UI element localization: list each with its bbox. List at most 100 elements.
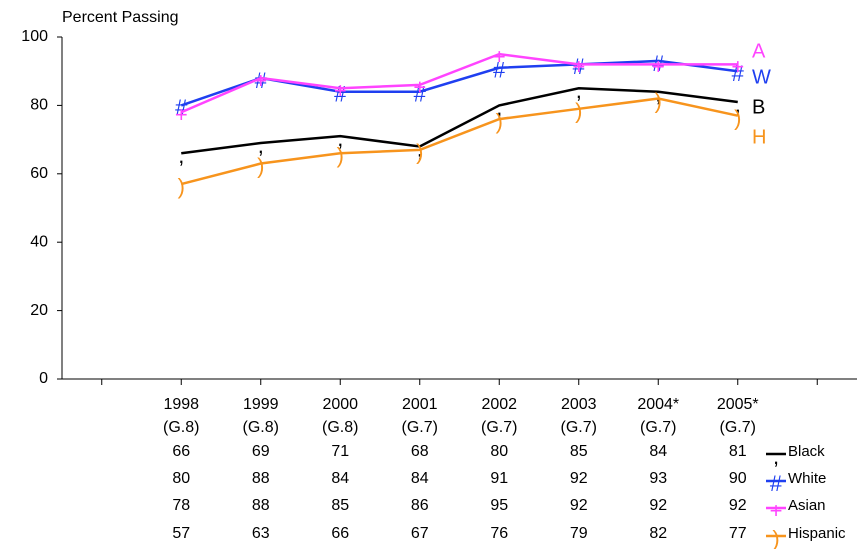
legend-label: Black [788, 443, 825, 460]
table-value: 82 [649, 525, 667, 542]
series-marker: ) [575, 99, 582, 124]
series-marker: # [732, 61, 745, 86]
series-marker: # [175, 95, 188, 120]
series-marker: + [334, 78, 347, 103]
series-line [180, 97, 739, 186]
x-tick-label: 1999 [243, 396, 279, 413]
series-marker: , [337, 126, 343, 151]
table-value: 71 [331, 443, 349, 460]
series-marker: ) [734, 105, 741, 130]
legend-label: White [788, 470, 826, 487]
x-tick-sublabel: (G.7) [402, 419, 438, 436]
table-value: 80 [490, 443, 508, 460]
table-value: 78 [172, 497, 190, 514]
series-marker: + [413, 75, 426, 100]
table-value: 91 [490, 470, 508, 487]
legend-label: Hispanic [788, 525, 846, 542]
series-marker: , [576, 78, 582, 103]
x-tick-sublabel: (G.7) [720, 419, 756, 436]
series-marker: # [255, 68, 268, 93]
table-value: 81 [729, 443, 747, 460]
series-marker: , [258, 133, 264, 158]
table-value: 93 [649, 470, 667, 487]
end-label: B [752, 96, 765, 118]
table-value: 88 [252, 497, 270, 514]
x-tick-sublabel: (G.8) [243, 419, 279, 436]
table-value: 66 [331, 525, 349, 542]
y-tick-label: 100 [21, 28, 48, 45]
table-value: 66 [172, 443, 190, 460]
y-axis-title: Percent Passing [62, 9, 179, 26]
table-value: 76 [490, 525, 508, 542]
series-marker: + [572, 54, 585, 79]
legend-marker: + [770, 498, 783, 523]
series-line [181, 87, 738, 155]
x-tick-label: 2003 [561, 396, 597, 413]
table-value: 85 [331, 497, 349, 514]
series-marker: , [655, 82, 661, 107]
series-marker: + [175, 102, 188, 127]
end-label: H [752, 126, 766, 148]
table-value: 63 [252, 525, 270, 542]
x-tick-sublabel: (G.7) [561, 419, 597, 436]
series-marker: ) [416, 140, 423, 165]
series-marker: , [735, 92, 741, 117]
legend-marker: , [773, 444, 779, 469]
x-tick-sublabel: (G.7) [640, 419, 676, 436]
end-label: W [752, 66, 771, 88]
table-value: 92 [570, 470, 588, 487]
series-marker: + [493, 44, 506, 69]
table-value: 84 [331, 470, 349, 487]
table-value: 84 [411, 470, 429, 487]
y-tick-label: 40 [30, 233, 48, 250]
x-tick-sublabel: (G.8) [163, 419, 199, 436]
series-marker: + [652, 54, 665, 79]
series-marker: # [414, 82, 427, 107]
table-value: 79 [570, 525, 588, 542]
table-value: 69 [252, 443, 270, 460]
table-value: 85 [570, 443, 588, 460]
series-marker: , [178, 143, 184, 168]
series-marker: , [496, 95, 502, 120]
x-tick-label: 1998 [163, 396, 199, 413]
series-marker: ) [257, 153, 264, 178]
series-marker: + [254, 68, 267, 93]
end-label: A [752, 40, 766, 62]
series-marker: ) [337, 143, 344, 168]
x-tick-sublabel: (G.8) [322, 419, 358, 436]
table-value: 92 [570, 497, 588, 514]
table-value: 84 [649, 443, 667, 460]
legend-marker: ) [772, 526, 779, 549]
series-line [180, 52, 738, 114]
x-tick-label: 2000 [322, 396, 358, 413]
table-value: 68 [411, 443, 429, 460]
table-value: 90 [729, 470, 747, 487]
y-tick-label: 60 [30, 165, 48, 182]
legend-label: Asian [788, 497, 826, 514]
table-value: 88 [252, 470, 270, 487]
x-tick-label: 2005* [717, 396, 759, 413]
series-marker: + [731, 54, 744, 79]
x-tick-label: 2004* [637, 396, 679, 413]
x-tick-label: 2002 [481, 396, 517, 413]
x-tick-label: 2001 [402, 396, 438, 413]
series-marker: ) [178, 174, 185, 199]
table-value: 92 [729, 497, 747, 514]
series-marker: # [573, 54, 586, 79]
table-value: 77 [729, 525, 747, 542]
series-marker: # [493, 58, 506, 83]
y-tick-label: 80 [30, 97, 48, 114]
table-value: 67 [411, 525, 429, 542]
table-value: 57 [172, 525, 190, 542]
table-value: 80 [172, 470, 190, 487]
series-marker: ) [496, 109, 503, 134]
y-tick-label: 0 [39, 370, 48, 387]
legend-marker: # [770, 471, 783, 496]
table-value: 86 [411, 497, 429, 514]
y-tick-label: 20 [30, 302, 48, 319]
table-value: 95 [490, 497, 508, 514]
series-marker: ) [655, 88, 662, 113]
x-tick-sublabel: (G.7) [481, 419, 517, 436]
table-value: 92 [649, 497, 667, 514]
